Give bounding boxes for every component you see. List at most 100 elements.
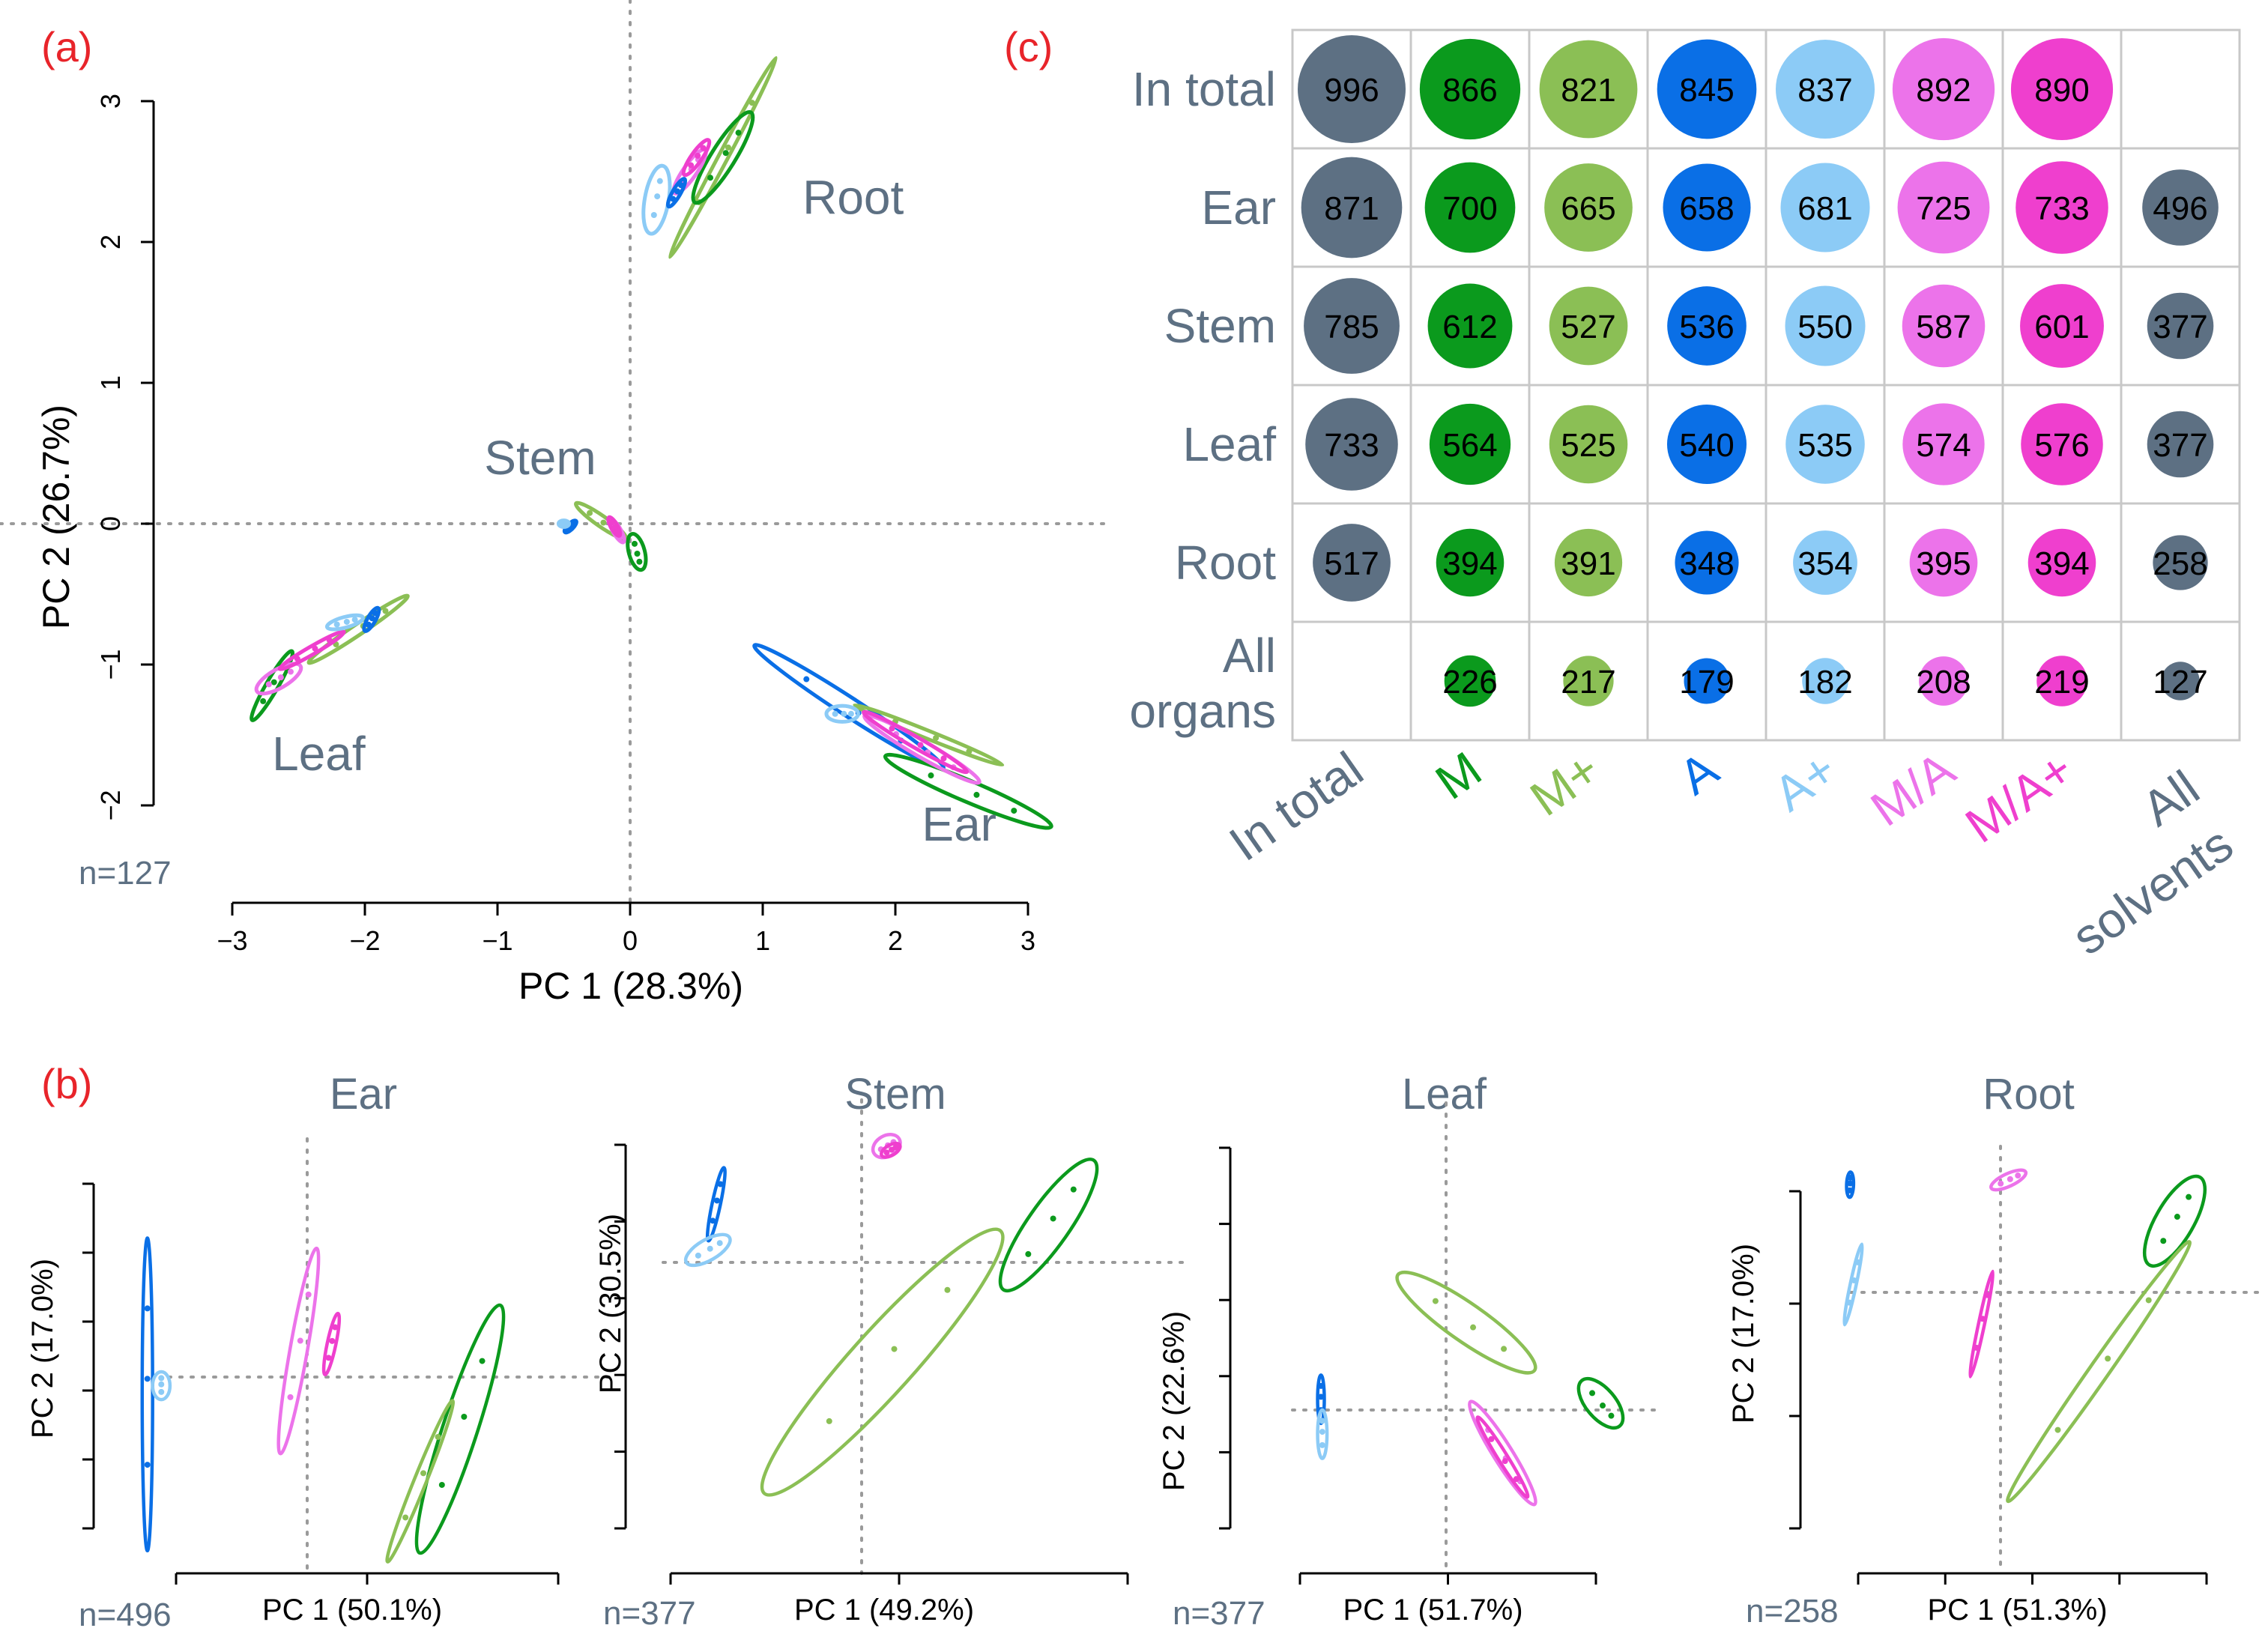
ellipse-m-point-2 xyxy=(1608,1412,1615,1419)
ellipse-a-plus xyxy=(683,1232,732,1268)
bubble-a-plus xyxy=(1785,285,1866,366)
cell-value: 217 xyxy=(1561,664,1615,701)
ellipse-m-a-plus-point-1 xyxy=(329,1337,336,1344)
n-label: n=496 xyxy=(79,1597,172,1633)
cell-value: 377 xyxy=(2153,309,2207,345)
col-label-m-a: M/A xyxy=(1860,741,1965,837)
ellipse-m-a-plus-point-2 xyxy=(1984,1292,1991,1298)
cell-value: 182 xyxy=(1797,664,1852,701)
ellipse-m-point-2 xyxy=(479,1358,486,1364)
cell: 127 xyxy=(2153,662,2208,701)
bubble-all-solvents xyxy=(2142,169,2219,246)
bubble-a-plus xyxy=(1775,39,1875,139)
x-tick-label: 0 xyxy=(623,925,638,956)
ellipses xyxy=(1842,1168,2207,1504)
ellipse-a-point-0 xyxy=(803,676,810,683)
ellipse-a-plus-point-2 xyxy=(1319,1417,1325,1424)
ellipse-a-point-2 xyxy=(570,520,577,527)
ellipse-a-plus-point-0 xyxy=(1846,1299,1853,1306)
bubble-m xyxy=(1427,283,1513,369)
panel-label-c: (c) xyxy=(1004,23,1053,70)
bubble-m-a-plus xyxy=(2016,161,2108,254)
bubble-in-total xyxy=(1304,278,1400,374)
cell: 377 xyxy=(2147,411,2214,478)
ellipse-m-a-point-2 xyxy=(2015,1173,2021,1179)
ellipse-m-point-2 xyxy=(2186,1193,2192,1200)
ellipse-a-point-0 xyxy=(144,1462,151,1468)
cell: 550 xyxy=(1785,285,1866,366)
ellipse-m-a-plus xyxy=(1475,1415,1530,1499)
ellipse-m-plus xyxy=(853,703,1005,767)
ellipse-m xyxy=(2142,1174,2207,1268)
ellipse-a xyxy=(665,177,688,209)
ellipse-m-plus-point-1 xyxy=(1470,1324,1477,1331)
ellipse-a-point-0 xyxy=(1846,1187,1853,1193)
cell-value: 725 xyxy=(1916,190,1971,227)
ellipse-m-plus-point-1 xyxy=(891,1346,898,1352)
bubble-m-plus xyxy=(1544,163,1633,252)
bubble-m-plus xyxy=(1554,528,1623,597)
ellipse-m-a-point-0 xyxy=(287,1394,294,1400)
y-axis-label: PC 2 (30.5%) xyxy=(594,1214,627,1394)
ellipse-m-plus-point-2 xyxy=(944,1286,951,1293)
ellipse-a-point-0 xyxy=(365,621,372,628)
bubble-all-solvents xyxy=(2147,411,2214,478)
cell: 837 xyxy=(1775,39,1875,139)
table-grid xyxy=(1291,28,2241,742)
x-axis-label: PC 1 (50.1%) xyxy=(262,1594,442,1627)
bubble-m xyxy=(1419,38,1521,140)
ellipses xyxy=(140,1236,506,1564)
ellipse-m-plus xyxy=(2006,1240,2192,1504)
ellipse-m-a-point-2 xyxy=(287,668,294,675)
ellipse-a-plus-point-2 xyxy=(158,1375,165,1382)
cell: 733 xyxy=(1305,398,1398,491)
ellipse-m-plus-point-1 xyxy=(600,519,607,526)
ellipse-a xyxy=(362,605,381,633)
ellipse-m-a-plus-point-2 xyxy=(332,1324,339,1331)
ellipse-m-point-1 xyxy=(2174,1214,2180,1220)
cell-value: 226 xyxy=(1442,664,1497,701)
ellipse-m-a-plus xyxy=(681,138,712,178)
cell-value: 996 xyxy=(1324,72,1379,109)
cell-value: 601 xyxy=(2034,309,2089,345)
cell: 681 xyxy=(1780,163,1870,252)
cell: 866 xyxy=(1419,38,1521,140)
cell: 395 xyxy=(1909,528,1978,597)
x-tick-label: −1 xyxy=(482,925,512,956)
cell-value: 394 xyxy=(2034,545,2089,582)
cell: 258 xyxy=(2153,535,2208,590)
ellipse-m-a-plus-point-0 xyxy=(889,725,895,732)
ellipse-m-a-point-1 xyxy=(297,1337,303,1344)
group-label-root: Root xyxy=(802,170,904,224)
ellipse-m-point-0 xyxy=(928,772,934,779)
ellipse-m-point-0 xyxy=(438,1481,445,1488)
subplot-root: Root PC 1 (51.3%) PC 2 (17.0%) n=258 xyxy=(1727,1070,2268,1630)
cell: 733 xyxy=(2016,161,2108,254)
ellipse-a-plus xyxy=(324,613,365,632)
ellipse-m-a-point-1 xyxy=(277,674,284,681)
ellipse-m xyxy=(414,1303,506,1555)
ellipses xyxy=(683,1133,1099,1497)
cell-value: 587 xyxy=(1916,309,1971,345)
row-label-root: Root xyxy=(1175,536,1276,590)
ellipse-a-plus-point-1 xyxy=(158,1381,165,1388)
cell: 785 xyxy=(1304,278,1400,374)
cell-value: 394 xyxy=(1442,545,1497,582)
ellipse-m-a-plus xyxy=(880,1141,902,1159)
x-tick-label: 2 xyxy=(888,925,903,956)
ellipse-a-plus-point-2 xyxy=(1854,1259,1861,1265)
cell: 574 xyxy=(1902,403,1985,485)
subplot-title: Ear xyxy=(330,1070,397,1119)
ellipse-m-plus-point-2 xyxy=(382,608,389,614)
bubble-a xyxy=(1667,286,1747,366)
subplot-title: Stem xyxy=(844,1070,946,1119)
cell: 892 xyxy=(1892,37,1995,141)
cell: 348 xyxy=(1675,530,1739,595)
ellipse-a-plus-point-0 xyxy=(650,211,657,218)
ellipse-m-point-1 xyxy=(1600,1403,1606,1409)
y-tick-label: 1 xyxy=(95,375,126,390)
cell: 179 xyxy=(1679,658,1735,704)
bubble-m-a-plus xyxy=(2021,403,2103,485)
bubble-m-a-plus xyxy=(2027,528,2096,597)
